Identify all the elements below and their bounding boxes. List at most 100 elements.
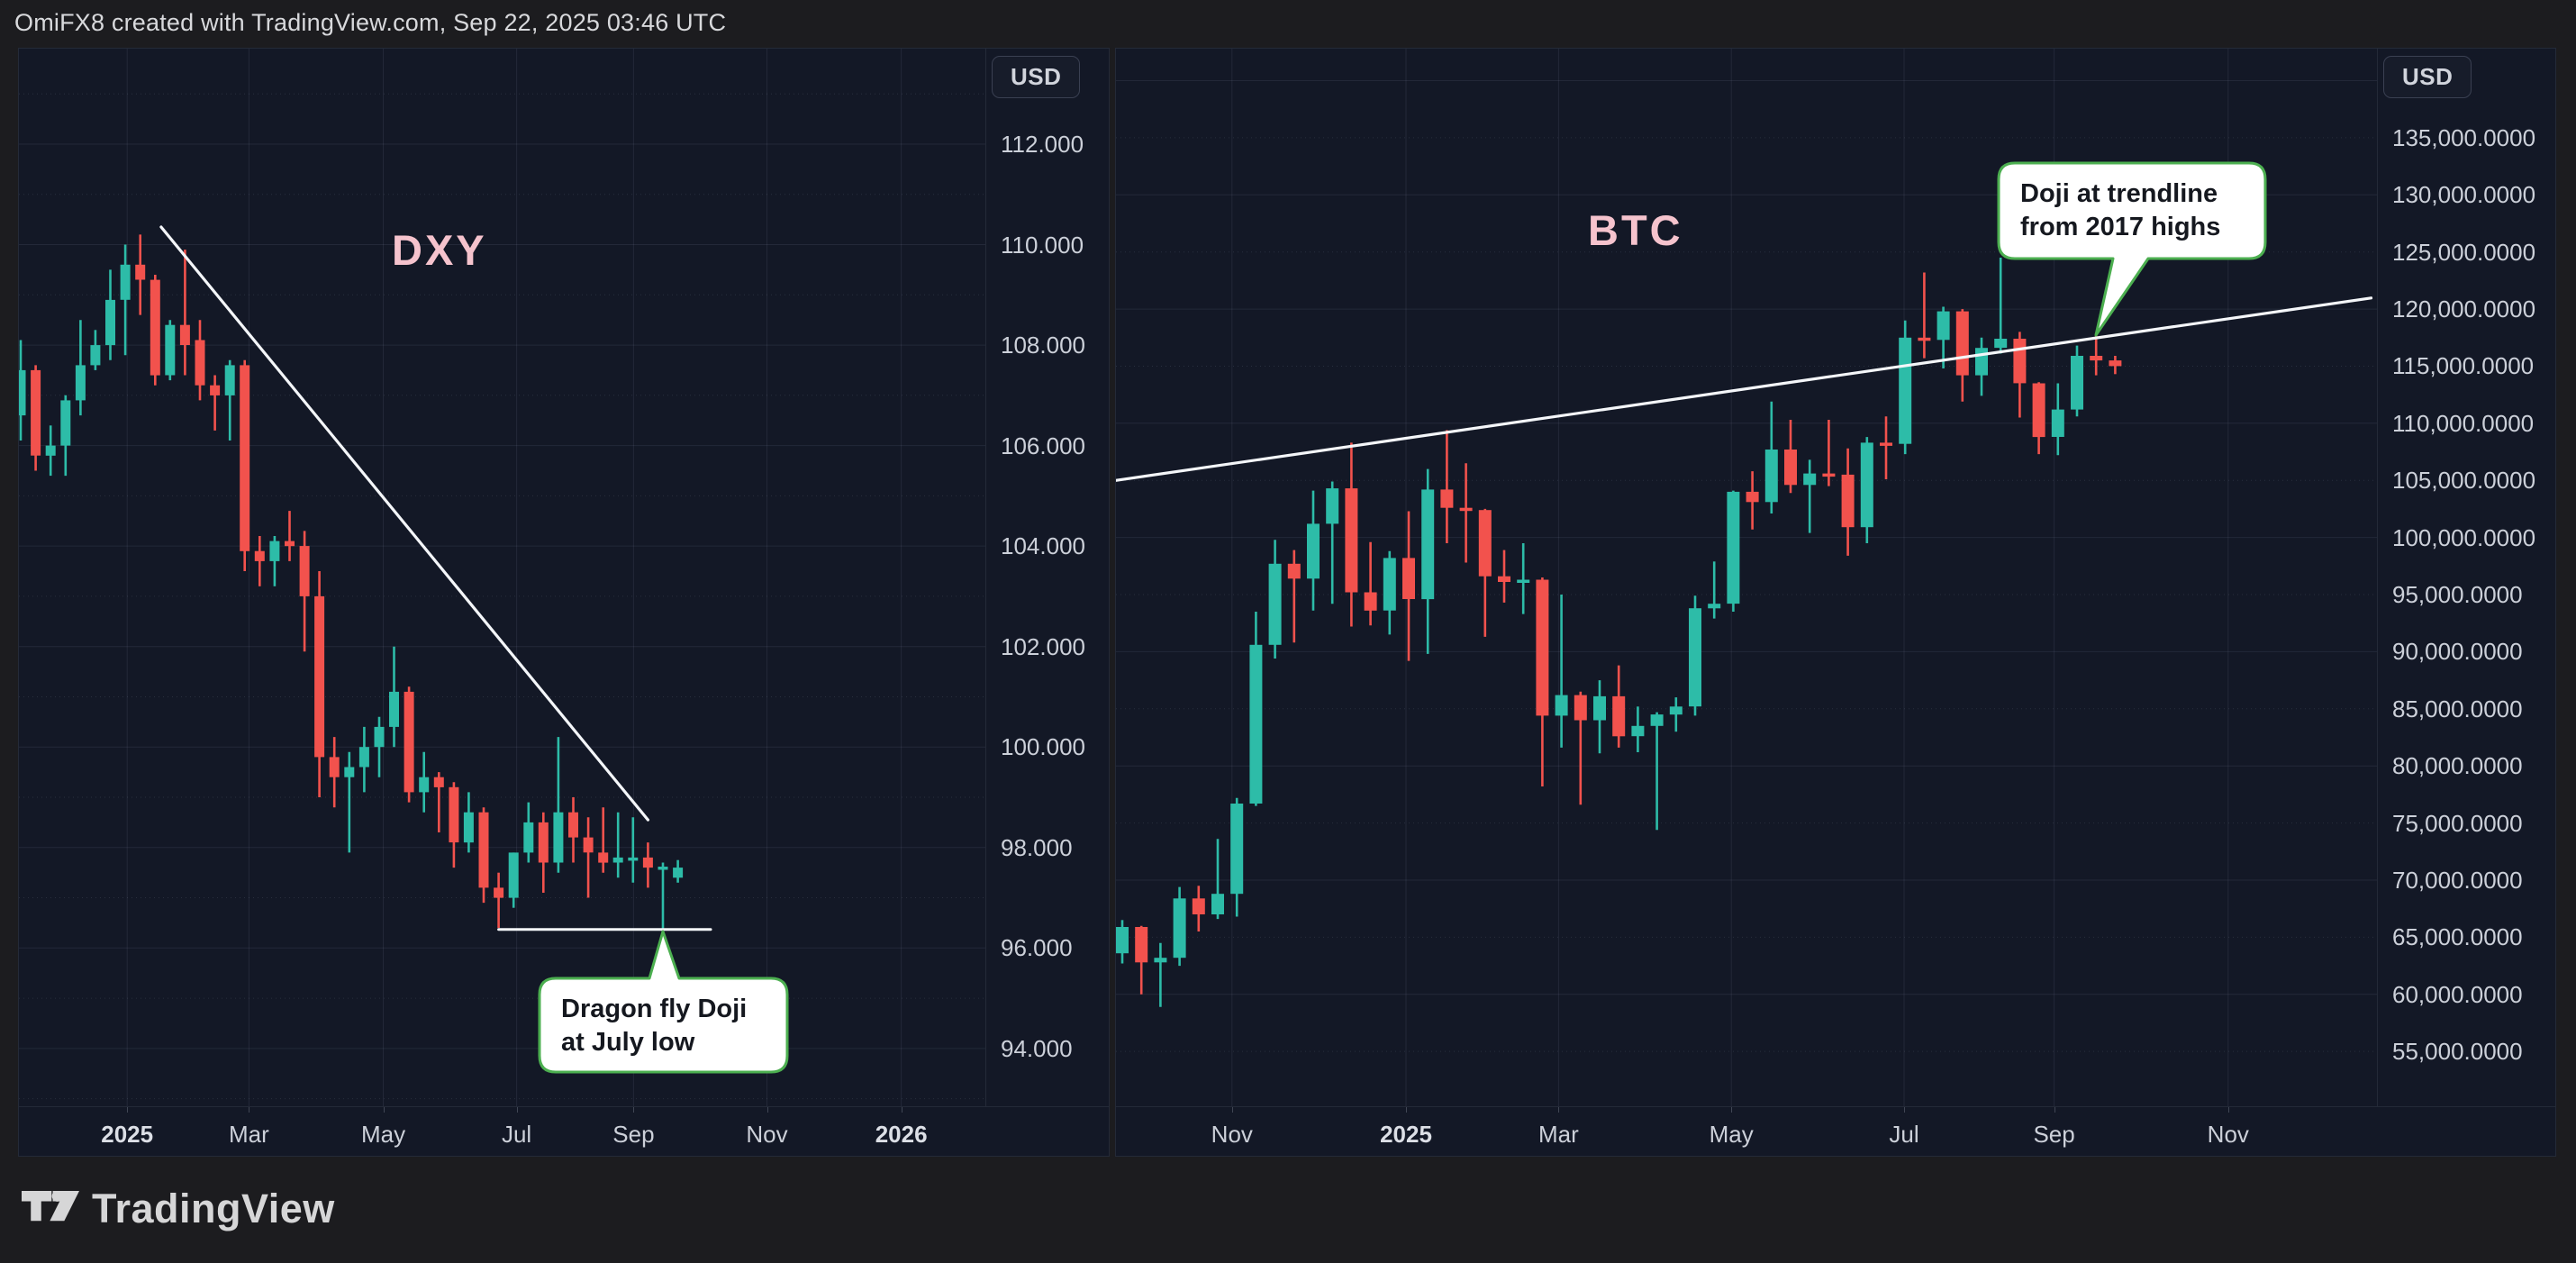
candle <box>538 812 549 893</box>
time-tick-label: Nov <box>1211 1121 1253 1148</box>
candle <box>135 234 146 315</box>
candle <box>1230 797 1244 917</box>
candle <box>1689 595 1701 716</box>
time-tick-label: Sep <box>612 1121 655 1148</box>
attribution-text: OmiFX8 created with TradingView.com, Sep… <box>14 9 727 36</box>
candle <box>1421 468 1435 654</box>
candle <box>329 737 340 808</box>
price-tick-label: 102.000 <box>1001 632 1085 660</box>
tradingview-logo-icon <box>22 1190 79 1221</box>
price-tick-label: 106.000 <box>1001 432 1085 459</box>
btc-plot <box>1116 49 2377 1106</box>
time-tick-mark <box>1731 1107 1733 1113</box>
time-tick-label: 2026 <box>875 1121 928 1148</box>
candle <box>105 269 115 360</box>
candle <box>1727 490 1740 612</box>
candle <box>344 751 355 853</box>
time-tick-mark <box>2227 1107 2229 1113</box>
candle <box>1383 550 1396 635</box>
candle <box>568 797 578 863</box>
price-tick-label: 104.000 <box>1001 532 1085 560</box>
candle <box>1994 258 2008 354</box>
candle <box>285 511 295 561</box>
candlestick-series <box>19 234 684 939</box>
tradingview-logo[interactable]: TradingView <box>22 1184 335 1234</box>
price-tick-label: 65,000.0000 <box>2392 923 2523 951</box>
candle <box>1612 665 1626 748</box>
candle <box>1631 706 1645 752</box>
price-tick-label: 135,000.0000 <box>2392 123 2536 151</box>
time-tick-label: Mar <box>1538 1121 1579 1148</box>
btc-title: BTC <box>1588 206 1683 254</box>
candle <box>1708 561 1721 619</box>
dxy-chart-widget: DXY Dragon fly Doji at July low USD 112.… <box>18 48 1110 1157</box>
btc-price-pane[interactable]: BTC Doji at trendline from 2017 highs <box>1116 49 2377 1106</box>
candle <box>1574 691 1587 805</box>
candle <box>1498 550 1510 603</box>
candle <box>31 365 41 471</box>
dxy-plot <box>19 49 985 1106</box>
annotation-line: Dragon fly Doji <box>561 995 748 1023</box>
candle <box>673 859 684 883</box>
candle <box>658 862 668 939</box>
btc-annotation-label[interactable]: Doji at trendline from 2017 highs <box>1999 163 2265 259</box>
time-tick-label: 2025 <box>1380 1121 1432 1148</box>
price-tick-label: 125,000.0000 <box>2392 238 2536 266</box>
price-tick-label: 60,000.0000 <box>2392 980 2523 1008</box>
btc-time-axis[interactable]: Nov 2025 Mar May Jul Sep Nov <box>1116 1106 2556 1156</box>
price-tick-label: 75,000.0000 <box>2392 809 2523 837</box>
candle <box>1249 612 1263 806</box>
price-tick-label: 115,000.0000 <box>2392 352 2535 380</box>
price-tick-label: 112.000 <box>1001 130 1084 158</box>
candle <box>1154 942 1167 1007</box>
time-tick-mark <box>1231 1107 1233 1113</box>
candle <box>90 330 101 370</box>
dxy-time-axis[interactable]: 2025 Mar May Jul Sep Nov 2026 <box>19 1106 1110 1156</box>
dxy-currency-button[interactable]: USD <box>992 56 1081 98</box>
btc-currency-button[interactable]: USD <box>2383 56 2472 98</box>
price-tick-label: 98.000 <box>1001 833 1073 861</box>
dxy-price-pane[interactable]: DXY Dragon fly Doji at July low <box>19 49 985 1106</box>
dxy-annotation-label[interactable]: Dragon fly Doji at July low <box>540 978 787 1072</box>
btc-price-axis[interactable]: USD 135,000.0000 130,000.0000 125,000.0000… <box>2377 49 2556 1106</box>
candle <box>1478 508 1492 637</box>
price-tick-label: 130,000.0000 <box>2392 181 2536 209</box>
candle <box>404 686 414 803</box>
time-tick-mark <box>1904 1107 1905 1113</box>
candle <box>433 772 444 832</box>
candle <box>299 531 310 652</box>
candle <box>1459 463 1473 563</box>
candle <box>120 244 131 356</box>
candle <box>1593 680 1606 754</box>
time-tick-label: Jul <box>1889 1121 1919 1148</box>
candle <box>1669 697 1683 732</box>
candle <box>2032 382 2045 455</box>
price-tick-label: 100,000.0000 <box>2392 523 2536 551</box>
callout-bubble[interactable] <box>538 930 789 1074</box>
time-tick-label: Nov <box>746 1121 788 1148</box>
price-tick-label: 100.000 <box>1001 733 1085 761</box>
candle <box>2109 356 2122 375</box>
candle <box>449 782 459 868</box>
time-tick-label: Nov <box>2207 1121 2249 1148</box>
candle <box>179 250 190 376</box>
candle <box>150 275 160 386</box>
grid-major-lines <box>19 143 985 1049</box>
candle <box>463 792 474 853</box>
candle <box>195 320 205 401</box>
time-tick-label: Jul <box>501 1121 532 1148</box>
candle <box>389 646 399 748</box>
trend-line[interactable] <box>159 225 650 822</box>
dxy-price-axis[interactable]: USD 112.000 110.000 108.000 106.000 104.000 1… <box>985 49 1110 1106</box>
candle <box>358 726 369 793</box>
dxy-title: DXY <box>392 226 487 274</box>
time-tick-mark <box>633 1107 635 1113</box>
candle <box>1402 511 1415 661</box>
trend-line[interactable] <box>1116 296 2373 482</box>
callout-bubble[interactable] <box>1997 161 2267 337</box>
price-tick-label: 95,000.0000 <box>2392 581 2523 609</box>
candle <box>1650 712 1664 831</box>
time-tick-label: Mar <box>228 1121 269 1148</box>
candle <box>2071 345 2083 417</box>
price-tick-label: 110.000 <box>1001 231 1084 259</box>
